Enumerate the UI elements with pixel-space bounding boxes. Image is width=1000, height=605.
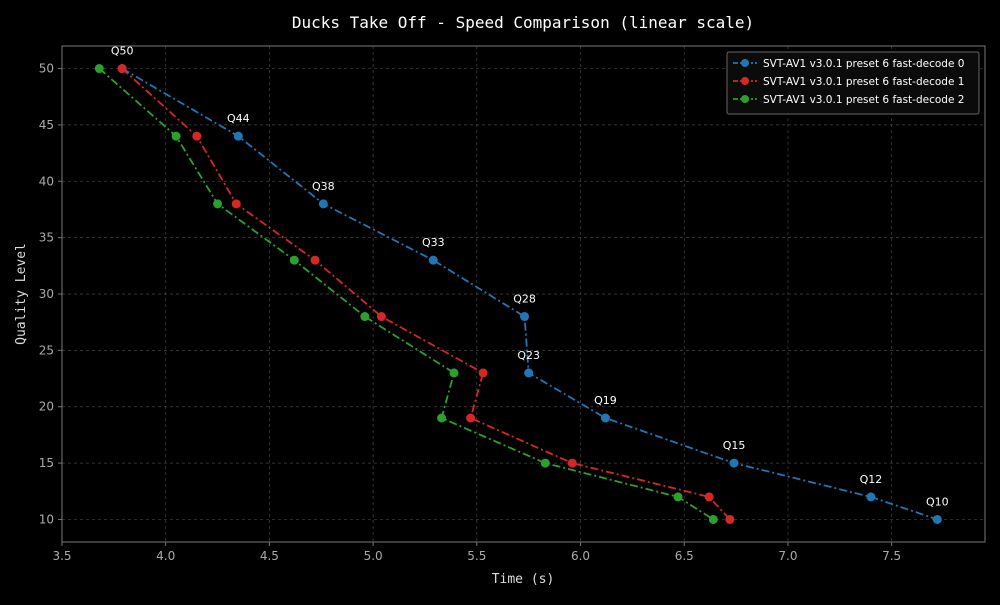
quality-annotation: Q28: [513, 293, 536, 306]
quality-annotation: Q19: [594, 394, 617, 407]
data-point: [94, 64, 104, 74]
legend-label: SVT-AV1 v3.0.1 preset 6 fast-decode 0: [763, 58, 964, 70]
data-point: [171, 131, 181, 141]
data-point: [478, 368, 488, 378]
data-point: [540, 458, 550, 468]
legend: SVT-AV1 v3.0.1 preset 6 fast-decode 0 SVT…: [726, 51, 980, 115]
legend-swatch-marker: [741, 95, 749, 103]
legend-swatch-marker: [741, 77, 749, 85]
series-layer: [94, 64, 942, 524]
y-tick-label: 45: [39, 118, 54, 132]
data-point: [466, 413, 476, 423]
series-line: [121, 67, 731, 521]
data-point: [524, 368, 534, 378]
data-point: [704, 492, 714, 502]
annotation-layer: Q50 Q44 Q38 Q33 Q28 Q23 Q19 Q15 Q12 Q10: [111, 45, 949, 509]
data-point: [708, 514, 718, 524]
legend-box: [726, 51, 980, 115]
quality-annotation: Q15: [723, 439, 746, 452]
data-point: [360, 312, 370, 322]
x-tick-label: 6.5: [675, 549, 694, 563]
x-tick-label: 5.5: [467, 549, 486, 563]
data-point: [567, 458, 577, 468]
data-point: [725, 514, 735, 524]
x-tick-label: 5.0: [364, 549, 383, 563]
y-tick-label: 40: [39, 174, 54, 188]
chart-title: Ducks Take Off - Speed Comparison (linea…: [292, 13, 754, 32]
data-point: [289, 255, 299, 265]
quality-annotation: Q10: [926, 495, 949, 508]
axes-layer: 3.5 4.0 4.5 5.0 5.5 6.0 6.5 7.0 7.5 10 15 20 25 30 35 4…: [39, 45, 986, 563]
y-tick-label: 50: [39, 62, 54, 76]
data-point: [449, 368, 459, 378]
data-point: [520, 312, 530, 322]
legend-item: SVT-AV1 v3.0.1 preset 6 fast-decode 2: [733, 94, 964, 106]
data-point: [318, 199, 328, 209]
data-point: [729, 458, 739, 468]
legend-item: SVT-AV1 v3.0.1 preset 6 fast-decode 0: [733, 58, 964, 70]
data-point: [428, 255, 438, 265]
y-tick-label: 10: [39, 512, 54, 526]
series-line: [121, 67, 938, 521]
legend-label: SVT-AV1 v3.0.1 preset 6 fast-decode 1: [763, 76, 964, 88]
data-point: [231, 199, 241, 209]
quality-annotation: Q38: [312, 180, 335, 193]
y-tick-label: 35: [39, 231, 54, 245]
data-point: [213, 199, 223, 209]
y-axis-label: Quality Level: [14, 243, 29, 345]
quality-annotation: Q23: [517, 349, 540, 362]
quality-annotation: Q50: [111, 45, 134, 58]
y-tick-label: 25: [39, 343, 54, 357]
data-point: [673, 492, 683, 502]
legend-swatch-marker: [741, 59, 749, 67]
x-tick-label: 4.5: [260, 549, 279, 563]
x-tick-label: 7.5: [882, 549, 901, 563]
quality-annotation: Q12: [860, 473, 883, 486]
legend-label: SVT-AV1 v3.0.1 preset 6 fast-decode 2: [763, 94, 964, 106]
series-2: [117, 64, 735, 524]
y-tick-label: 20: [39, 400, 54, 414]
data-point: [437, 413, 447, 423]
x-tick-label: 4.0: [156, 549, 175, 563]
x-axis-label: Time (s): [492, 572, 555, 587]
legend-item: SVT-AV1 v3.0.1 preset 6 fast-decode 1: [733, 76, 964, 88]
data-point: [866, 492, 876, 502]
x-tick-label: 6.0: [571, 549, 590, 563]
data-point: [932, 514, 942, 524]
series-3: [94, 64, 718, 524]
y-tick-label: 15: [39, 456, 54, 470]
quality-annotation: Q33: [422, 236, 445, 249]
data-point: [600, 413, 610, 423]
y-tick-label: 30: [39, 287, 54, 301]
series-line: [98, 67, 714, 521]
data-point: [310, 255, 320, 265]
x-tick-label: 7.0: [778, 549, 797, 563]
data-point: [376, 312, 386, 322]
x-tick-label: 3.5: [52, 549, 71, 563]
quality-annotation: Q44: [227, 112, 250, 125]
data-point: [233, 131, 243, 141]
data-point: [192, 131, 202, 141]
data-point: [117, 64, 127, 74]
